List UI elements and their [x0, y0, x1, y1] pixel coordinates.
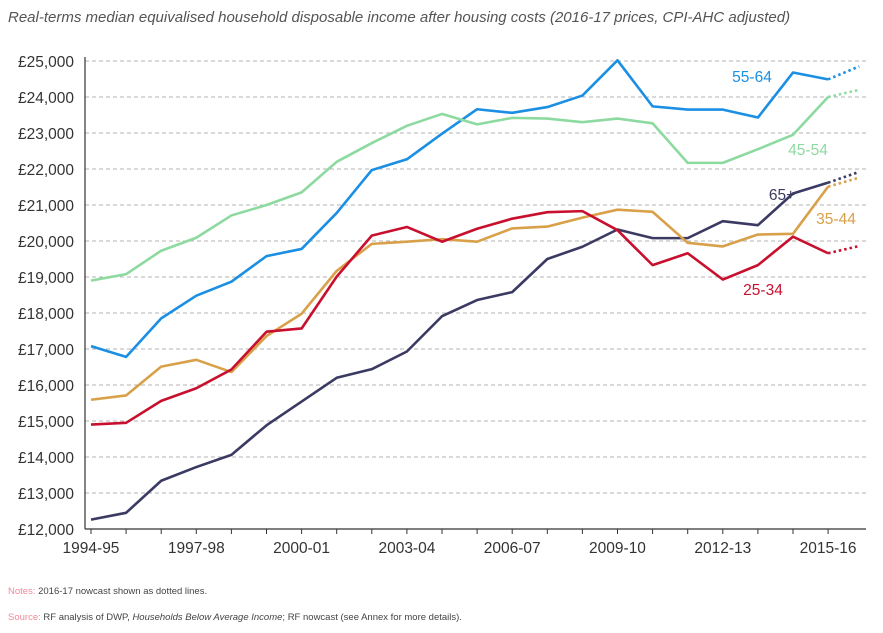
series-label-45-54: 45-54: [788, 142, 828, 159]
nowcast-line-25-34: [827, 244, 860, 255]
source-text-italic: Households Below Average Income: [132, 612, 283, 623]
x-tick-label: 2003-04: [378, 540, 435, 557]
y-tick-label: £13,000: [18, 486, 74, 503]
series-label-55-64: 55-64: [732, 69, 772, 86]
y-tick-label: £20,000: [18, 234, 74, 251]
source-key: Source:: [8, 612, 41, 623]
y-tick-label: £17,000: [18, 342, 74, 359]
notes-line: Notes: 2016-17 nowcast shown as dotted l…: [8, 586, 207, 597]
y-tick-label: £18,000: [18, 306, 74, 323]
chart-title: Real-terms median equivalised household …: [8, 9, 791, 26]
x-tick-label: 2006-07: [484, 540, 541, 557]
x-tick-label: 1994-95: [63, 540, 120, 557]
nowcast-line-65+: [827, 170, 860, 184]
source-text-1: RF analysis of DWP,: [43, 612, 133, 623]
y-axis: £12,000 £13,000 £14,000 £15,000 £16,000 £17,0…: [18, 54, 86, 539]
y-tick-label: £14,000: [18, 450, 74, 467]
x-tick-label: 2000-01: [273, 540, 330, 557]
series-lines: [90, 58, 860, 521]
notes-key: Notes:: [8, 586, 36, 597]
gridlines: [85, 60, 866, 494]
series-line-65+: [90, 181, 829, 521]
y-tick-label: £19,000: [18, 270, 74, 287]
line-chart: £12,000 £13,000 £14,000 £15,000 £16,000 £17,0…: [18, 54, 866, 557]
series-labels: 55-64 45-54 65+ 35-44 25-34: [732, 69, 856, 299]
series-label-65+: 65+: [769, 187, 795, 204]
series-line-25-34: [90, 209, 829, 426]
nowcast-line-35-44: [827, 176, 860, 188]
nowcast-line-45-54: [827, 88, 860, 99]
x-tick-label: 2009-10: [589, 540, 646, 557]
series-line-55-64: [90, 58, 829, 359]
y-tick-label: £22,000: [18, 162, 74, 179]
y-tick-label: £12,000: [18, 522, 74, 539]
y-tick-label: £25,000: [18, 54, 74, 71]
nowcast-line-55-64: [827, 65, 860, 81]
y-tick-label: £21,000: [18, 198, 74, 215]
series-line-35-44: [90, 185, 830, 402]
series-label-25-34: 25-34: [743, 282, 783, 299]
x-tick-label: 2015-16: [800, 540, 857, 557]
source-text-2: ; RF nowcast (see Annex for more details…: [282, 612, 462, 623]
source-line: Source: RF analysis of DWP, Households B…: [8, 612, 462, 623]
y-tick-label: £16,000: [18, 378, 74, 395]
x-tick-label: 1997-98: [168, 540, 225, 557]
y-tick-label: £15,000: [18, 414, 74, 431]
notes-text: 2016-17 nowcast shown as dotted lines.: [38, 586, 208, 597]
series-line-45-54: [90, 96, 830, 282]
y-tick-label: £24,000: [18, 90, 74, 107]
y-tick-label: £23,000: [18, 126, 74, 143]
series-label-35-44: 35-44: [816, 211, 856, 228]
x-axis: 1994-95 1997-98 2000-01 2003-04 2006-07 2009-…: [63, 528, 866, 557]
x-tick-label: 2012-13: [694, 540, 751, 557]
